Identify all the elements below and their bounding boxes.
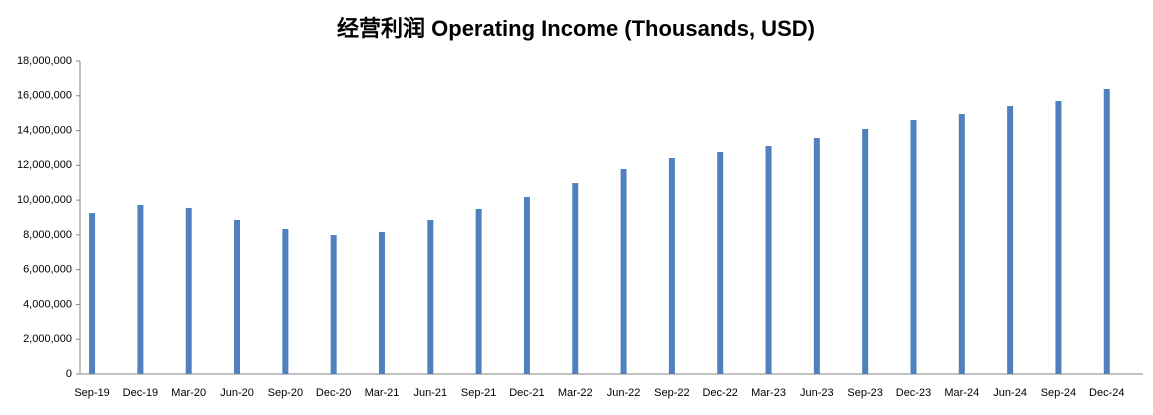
x-tick-label: Jun-21 [413,387,447,399]
bar [620,168,627,374]
x-tick-label: Dec-20 [316,387,351,399]
x-tick-label: Sep-24 [1041,387,1076,399]
bar [1055,100,1062,374]
y-tick-label: 10,000,000 [17,194,72,206]
bar [427,219,434,374]
bar [282,228,289,374]
y-tick-label: 2,000,000 [23,333,72,345]
x-tick-label: Sep-20 [268,387,303,399]
x-tick-label: Sep-19 [74,387,109,399]
x-tick-label: Sep-23 [847,387,882,399]
x-tick-label: Sep-22 [654,387,689,399]
y-tick-label: 8,000,000 [23,229,72,241]
y-tick-label: 16,000,000 [17,90,72,102]
y-tick-label: 4,000,000 [23,298,72,310]
x-tick-label: Jun-20 [220,387,254,399]
chart-title: 经营利润 Operating Income (Thousands, USD) [337,16,815,41]
bar [910,119,917,374]
bar [234,219,241,374]
x-tick-label: Dec-21 [509,387,544,399]
x-tick-label: Jun-24 [993,387,1027,399]
x-tick-label: Mar-24 [944,387,979,399]
y-tick-label: 14,000,000 [17,124,72,136]
y-tick-label: 12,000,000 [17,159,72,171]
y-tick-label: 6,000,000 [23,264,72,276]
x-tick-label: Dec-19 [123,387,158,399]
bar [717,151,724,374]
bar [137,204,144,374]
x-tick-label: Jun-22 [607,387,641,399]
bar [330,235,337,374]
bar [523,196,530,374]
bar [89,213,96,374]
bar [378,231,385,374]
x-tick-label: Dec-24 [1089,387,1124,399]
bar [475,208,482,374]
y-tick-label: 18,000,000 [17,55,72,67]
x-tick-label: Mar-23 [751,387,786,399]
x-tick-label: Mar-22 [558,387,593,399]
y-tick-label: 0 [66,368,72,380]
x-tick-label: Sep-21 [461,387,496,399]
bar [1103,88,1110,375]
bar [813,138,820,374]
bar [862,128,869,374]
bar [185,207,192,374]
bar [958,114,965,375]
x-tick-label: Dec-23 [896,387,931,399]
x-tick-label: Mar-20 [171,387,206,399]
x-tick-label: Dec-22 [702,387,737,399]
x-tick-label: Jun-23 [800,387,834,399]
bar [572,183,579,374]
bar [668,158,675,374]
bar [765,146,772,374]
bar [1007,106,1014,374]
x-tick-label: Mar-21 [365,387,400,399]
